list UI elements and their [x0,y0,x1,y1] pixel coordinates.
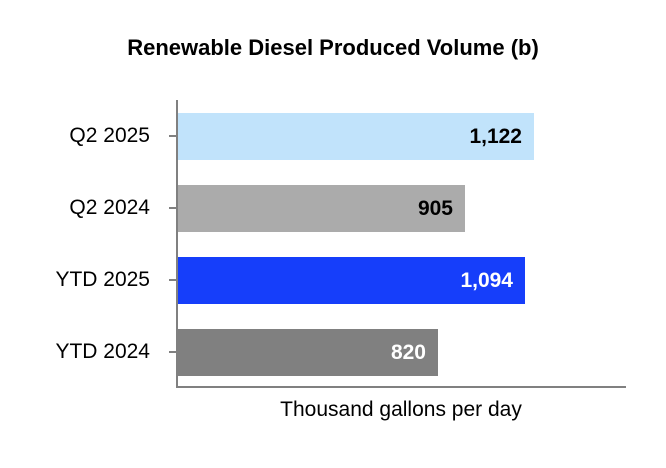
chart-title: Renewable Diesel Produced Volume (b) [127,35,539,60]
bar: 1,122 [178,112,534,160]
bar-value-label: 1,094 [460,268,513,292]
bar: 905 [178,184,465,232]
bar-value-label: 1,122 [469,124,522,148]
category-label: Q2 2025 [69,124,150,147]
x-axis-title: Thousand gallons per day [280,398,522,421]
axis-tick [169,135,177,137]
x-axis-line [176,386,626,388]
axis-tick [169,351,177,353]
axis-tick [169,207,177,209]
y-axis-line [176,100,178,388]
category-label: Q2 2024 [69,196,150,219]
bar: 820 [178,328,438,376]
category-label: YTD 2025 [55,268,150,291]
bar: 1,094 [178,256,525,304]
bar-value-label: 905 [417,196,453,220]
bar-value-label: 820 [390,340,426,364]
axis-tick [169,279,177,281]
category-label: YTD 2024 [55,340,150,363]
